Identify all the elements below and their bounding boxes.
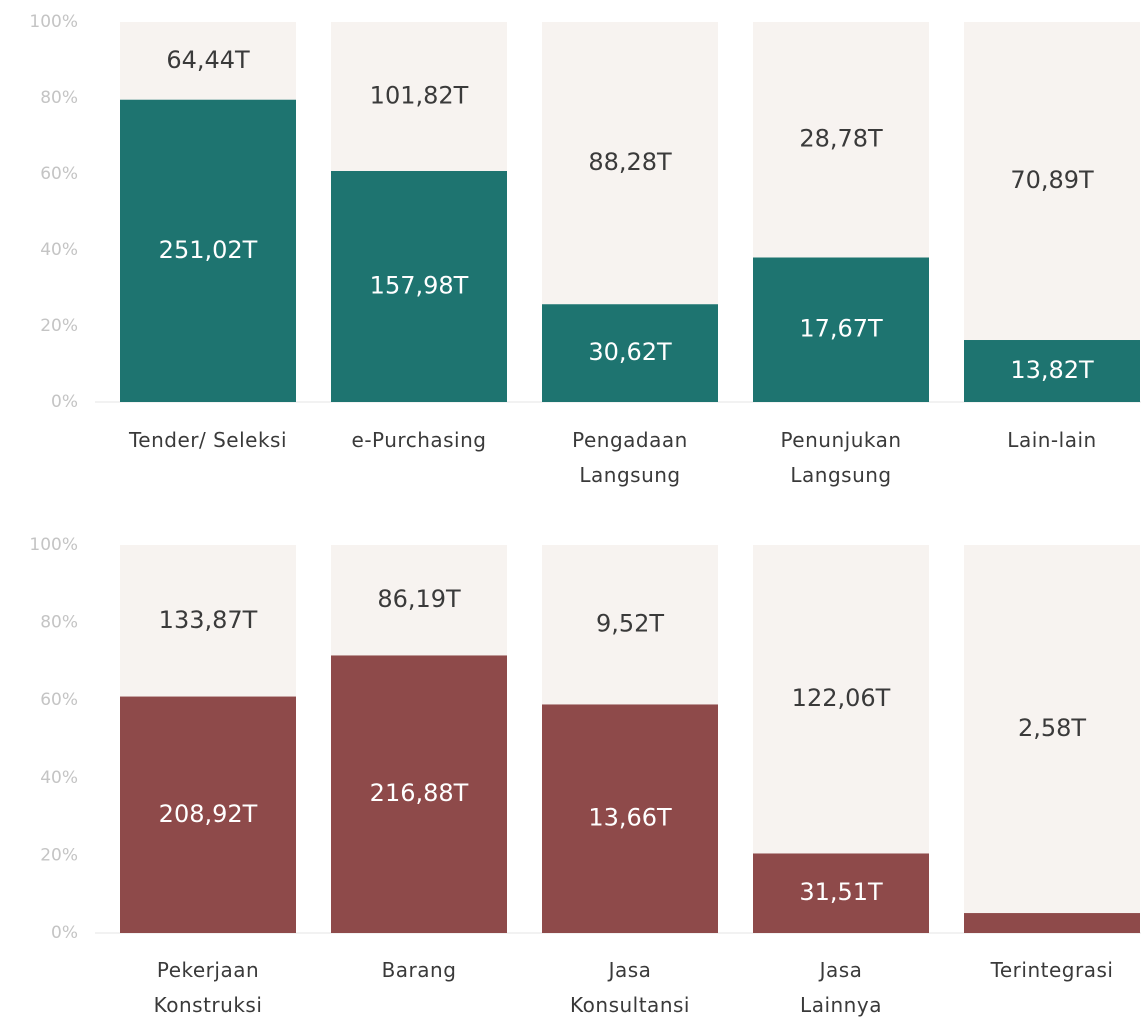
x-tick-label: Pekerjaan Konstruksi (153, 958, 263, 1017)
bar-segment (542, 545, 718, 705)
y-tick-label: 40% (40, 768, 78, 788)
value-label: 101,82T (370, 81, 469, 109)
value-label: 86,19T (377, 585, 461, 613)
bar-segment (120, 696, 296, 933)
value-label: 31,51T (799, 878, 883, 906)
bar-segment (753, 257, 929, 402)
value-label: 88,28T (588, 148, 672, 176)
y-tick-label: 60% (40, 690, 78, 710)
bar-segment (542, 304, 718, 402)
bar-segment (120, 22, 296, 100)
bar-segment (753, 22, 929, 258)
y-tick-label: 20% (40, 845, 78, 865)
value-label: 208,92T (159, 800, 258, 828)
bar-segment (542, 704, 718, 933)
x-tick-label: Terintegrasi (990, 958, 1114, 982)
bar-segment (542, 22, 718, 305)
bar-segment (331, 545, 507, 656)
bar-segment (331, 22, 507, 171)
value-label: 157,98T (370, 271, 469, 299)
value-label: 64,44T (166, 46, 250, 74)
x-tick-label: Jasa Lainnya (800, 958, 882, 1017)
value-label: 28,78T (799, 125, 883, 153)
value-label: 30,62T (588, 338, 672, 366)
value-label: 2,58T (1018, 714, 1086, 742)
value-label: 13,66T (588, 804, 672, 832)
x-tick-label: e-Purchasing (351, 428, 487, 452)
x-tick-label: Jasa Konsultansi (570, 958, 690, 1017)
bar-segment (964, 545, 1140, 914)
y-tick-label: 100% (29, 535, 78, 555)
bar-segment (331, 655, 507, 933)
value-label: 133,87T (159, 606, 258, 634)
y-tick-label: 0% (51, 392, 78, 412)
value-label: 17,67T (799, 315, 883, 343)
y-tick-label: 60% (40, 164, 78, 184)
value-label: 9,52T (596, 610, 664, 638)
value-label: 122,06T (792, 684, 891, 712)
y-tick-label: 0% (51, 923, 78, 943)
x-tick-label: Penunjukan Langsung (780, 428, 902, 487)
bar-segment (120, 545, 296, 697)
x-tick-label: Barang (381, 958, 457, 982)
y-tick-label: 40% (40, 240, 78, 260)
value-label: 251,02T (159, 236, 258, 264)
x-tick-label: Lain-lain (1007, 428, 1097, 452)
value-label: 13,82T (1010, 356, 1094, 384)
bar-segment (753, 545, 929, 854)
y-tick-label: 80% (40, 88, 78, 108)
value-label: 70,89T (1010, 166, 1094, 194)
y-tick-label: 80% (40, 613, 78, 633)
y-tick-label: 100% (29, 12, 78, 32)
bar-segment (964, 340, 1140, 402)
bar-segment (964, 22, 1140, 341)
value-label: 216,88T (370, 779, 469, 807)
bar-segment (120, 99, 296, 403)
bar-segment (964, 913, 1140, 933)
bar-segment (753, 853, 929, 933)
bar-segment (331, 170, 507, 402)
y-tick-label: 20% (40, 316, 78, 336)
x-tick-label: Pengadaan Langsung (572, 428, 688, 487)
x-tick-label: Tender/ Seleksi (128, 428, 288, 452)
